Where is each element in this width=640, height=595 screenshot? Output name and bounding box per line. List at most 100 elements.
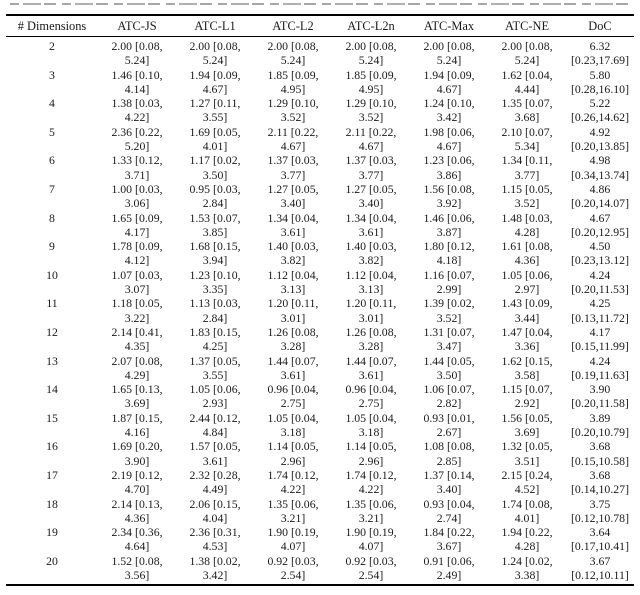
value-cell: 2.14 [0.41, 4.35] xyxy=(98,325,176,354)
value-line-1: 1.69 [0.05, xyxy=(189,124,241,139)
value-line-1: 2.14 [0.13, xyxy=(111,496,163,511)
value-cell: 1.08 [0.08, 2.85] xyxy=(410,439,488,468)
value-cell: 1.24 [0.10, 3.42] xyxy=(410,96,488,125)
value-line-1: 1.84 [0.22, xyxy=(423,525,475,540)
value-line-2: 3.28] xyxy=(358,339,384,354)
value-line-1: 4.67 xyxy=(589,210,611,225)
value-line-1: 1.40 [0.03, xyxy=(345,239,397,254)
value-line-2: 3.52] xyxy=(436,310,462,325)
value-line-1: 0.92 [0.03, xyxy=(267,553,319,568)
value-line-1: 1.44 [0.07, xyxy=(345,353,397,368)
value-cell: 2.15 [0.24, 4.52] xyxy=(488,468,566,497)
value-line-1: 1.06 [0.07, xyxy=(423,382,475,397)
value-line-2: 3.13] xyxy=(358,282,384,297)
value-line-1: 1.20 [0.11, xyxy=(267,296,319,311)
value-line-1: 1.29 [0.10, xyxy=(345,96,397,111)
value-cell: 4.86 [0.20,14.07] xyxy=(566,182,634,211)
dimension-cell: 15 xyxy=(46,410,58,425)
value-line-1: 1.35 [0.07, xyxy=(501,96,553,111)
value-line-2: 3.82] xyxy=(280,253,306,268)
value-line-1: 1.94 [0.22, xyxy=(501,525,553,540)
dimension-cell: 2 xyxy=(49,39,55,53)
value-line-1: 1.27 [0.05, xyxy=(345,181,397,196)
value-line-1: 2.00 [0.08, xyxy=(423,39,475,53)
value-cell: 1.38 [0.03, 4.22] xyxy=(98,96,176,125)
value-cell: 1.07 [0.03, 3.07] xyxy=(98,268,176,297)
value-line-2: 3.01] xyxy=(280,310,306,325)
value-cell: 2.06 [0.15, 4.04] xyxy=(176,497,254,526)
value-line-2: 4.14] xyxy=(124,81,150,96)
value-line-1: 1.69 [0.20, xyxy=(111,439,163,454)
value-line-2: 3.77] xyxy=(358,167,384,182)
value-cell: 1.32 [0.05, 3.51] xyxy=(488,439,566,468)
value-line-2: [0.20,11.58] xyxy=(571,396,629,411)
value-cell: 3.67 [0.12,10.11] xyxy=(566,554,634,586)
value-line-2: 4.01] xyxy=(514,510,540,525)
value-line-2: 3.61] xyxy=(202,453,228,468)
value-cell: 1.18 [0.05, 3.22] xyxy=(98,296,176,325)
value-cell: 1.27 [0.05, 3.40] xyxy=(254,182,332,211)
value-cell: 1.15 [0.05, 3.52] xyxy=(488,182,566,211)
value-line-2: 3.55] xyxy=(202,110,228,125)
value-line-1: 1.29 [0.10, xyxy=(267,96,319,111)
value-cell: 1.57 [0.05, 3.61] xyxy=(176,439,254,468)
value-cell: 0.93 [0.01, 2.67] xyxy=(410,411,488,440)
dimension-cell: 14 xyxy=(46,382,58,397)
table-row: 3 1.46 [0.10, 4.14] 1.94 [0.09, 4.67] 1.85 [0… xyxy=(6,68,634,97)
value-line-1: 4.24 xyxy=(589,267,611,282)
value-line-1: 1.27 [0.05, xyxy=(267,181,319,196)
value-cell: 1.39 [0.02, 3.52] xyxy=(410,296,488,325)
value-line-2: 2.74] xyxy=(436,510,462,525)
value-cell: 1.85 [0.09, 4.95] xyxy=(332,68,410,97)
value-cell: 4.92 [0.20,13.85] xyxy=(566,125,634,154)
value-cell: 1.44 [0.07, 3.61] xyxy=(254,354,332,383)
value-line-1: 1.05 [0.06, xyxy=(189,382,241,397)
value-line-1: 1.12 [0.04, xyxy=(267,267,319,282)
value-line-1: 1.14 [0.05, xyxy=(267,439,319,454)
value-line-2: [0.28,16.10] xyxy=(571,81,629,96)
value-line-1: 0.91 [0.06, xyxy=(423,553,475,568)
value-cell: 3.64 [0.17,10.41] xyxy=(566,525,634,554)
value-cell: 1.48 [0.03, 4.28] xyxy=(488,211,566,240)
value-cell: 3.68 [0.14,10.27] xyxy=(566,468,634,497)
value-line-2: 4.67] xyxy=(202,81,228,96)
value-line-1: 1.94 [0.09, xyxy=(189,67,241,82)
value-line-1: 1.24 [0.10, xyxy=(423,96,475,111)
value-cell: 2.00 [0.08, 5.24] xyxy=(488,37,566,68)
value-line-1: 1.15 [0.05, xyxy=(501,181,553,196)
value-line-1: 2.06 [0.15, xyxy=(189,496,241,511)
value-line-1: 1.65 [0.13, xyxy=(111,382,163,397)
value-cell: 1.29 [0.10, 3.52] xyxy=(254,96,332,125)
value-line-1: 1.23 [0.10, xyxy=(189,267,241,282)
value-line-1: 1.05 [0.04, xyxy=(345,410,397,425)
dimension-cell: 11 xyxy=(46,296,58,311)
value-cell: 1.34 [0.04, 3.61] xyxy=(254,211,332,240)
value-cell: 1.85 [0.09, 4.95] xyxy=(254,68,332,97)
value-line-1: 4.24 xyxy=(589,353,611,368)
value-line-1: 4.17 xyxy=(589,324,611,339)
value-line-1: 3.68 xyxy=(589,467,611,482)
value-line-2: 4.35] xyxy=(124,339,150,354)
col-header-atc-l2n: ATC-L2n xyxy=(332,15,410,37)
value-line-2: 4.64] xyxy=(124,539,150,554)
value-line-2: [0.23,13.12] xyxy=(571,253,629,268)
value-line-1: 1.56 [0.08, xyxy=(423,181,475,196)
value-line-1: 3.64 xyxy=(589,525,611,540)
value-line-1: 4.50 xyxy=(589,239,611,254)
value-line-2: 3.94] xyxy=(202,253,228,268)
value-cell: 1.16 [0.07, 2.99] xyxy=(410,268,488,297)
value-line-1: 2.44 [0.12, xyxy=(189,410,241,425)
value-line-1: 1.40 [0.03, xyxy=(267,239,319,254)
value-line-2: 4.25] xyxy=(202,339,228,354)
table-row: 17 2.19 [0.12, 4.70] 2.32 [0.28, 4.49] 1.74 [… xyxy=(6,468,634,497)
value-cell: 3.68 [0.15,10.58] xyxy=(566,439,634,468)
value-line-2: 4.18] xyxy=(436,253,462,268)
value-cell: 1.20 [0.11, 3.01] xyxy=(332,296,410,325)
value-cell: 1.06 [0.07, 2.82] xyxy=(410,382,488,411)
value-cell: 1.78 [0.09, 4.12] xyxy=(98,239,176,268)
value-line-1: 4.92 xyxy=(589,124,611,139)
value-line-1: 1.68 [0.15, xyxy=(189,239,241,254)
table-row: 4 1.38 [0.03, 4.22] 1.27 [0.11, 3.55] 1.29 [0… xyxy=(6,96,634,125)
value-cell: 1.05 [0.04, 3.18] xyxy=(254,411,332,440)
value-line-2: 3.40] xyxy=(358,196,384,211)
